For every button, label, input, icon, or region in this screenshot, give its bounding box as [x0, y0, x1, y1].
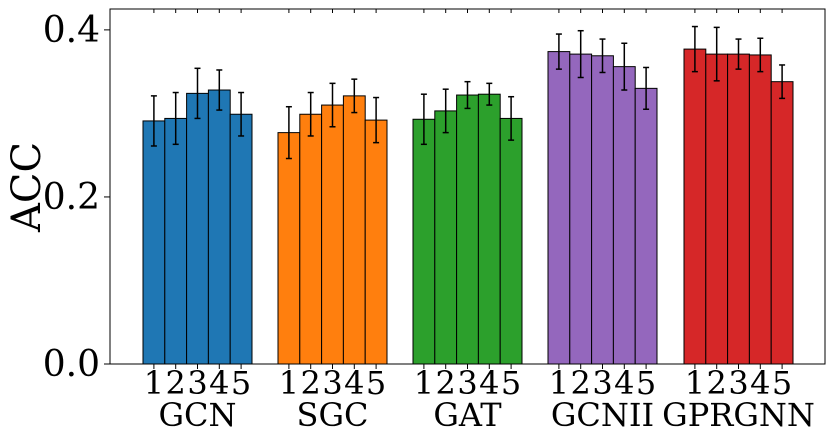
- x-sub-label-gat-1: 1: [414, 364, 434, 402]
- x-sub-label-gprgnn-4: 4: [750, 364, 770, 402]
- group-label-sgc: SGC: [297, 396, 369, 434]
- bar-gcn-5: [229, 113, 253, 365]
- bar-sgc-1: [277, 132, 301, 365]
- bar-gcnii-1: [547, 51, 571, 365]
- bar-gat-2: [434, 110, 458, 365]
- x-sub-label-sgc-2: 2: [301, 364, 321, 402]
- bar-sgc-2: [299, 113, 323, 365]
- bar-gprgnn-1: [683, 48, 707, 365]
- x-sub-label-sgc-3: 3: [322, 364, 342, 402]
- bar-gat-3: [456, 94, 479, 365]
- bar-gat-1: [412, 118, 436, 365]
- bar-sgc-3: [321, 104, 344, 365]
- x-sub-label-gcn-5: 5: [231, 364, 251, 402]
- x-sub-label-gcn-4: 4: [209, 364, 229, 402]
- bar-sgc-4: [342, 95, 366, 365]
- bar-gprgnn-5: [770, 81, 794, 365]
- x-sub-label-gat-5: 5: [501, 364, 521, 402]
- bar-gprgnn-3: [727, 53, 750, 365]
- bar-gcn-2: [164, 117, 188, 365]
- x-sub-label-gcn-2: 2: [166, 364, 186, 402]
- x-sub-label-gat-2: 2: [436, 364, 456, 402]
- group-label-gprgnn: GPRGNN: [662, 396, 815, 434]
- x-sub-label-gcnii-4: 4: [614, 364, 634, 402]
- x-sub-label-gcnii-5: 5: [636, 364, 656, 402]
- ticks-layer: [104, 9, 783, 369]
- x-sub-label-gprgnn-1: 1: [685, 364, 705, 402]
- error-bars-layer: [150, 25, 786, 160]
- x-sub-label-gprgnn-2: 2: [707, 364, 727, 402]
- x-sub-label-gat-4: 4: [479, 364, 499, 402]
- bar-gprgnn-2: [705, 53, 729, 365]
- x-sub-label-gprgnn-3: 3: [728, 364, 748, 402]
- x-sub-label-gcn-1: 1: [144, 364, 164, 402]
- y-axis-label: ACC: [4, 142, 50, 233]
- x-sub-label-gprgnn-5: 5: [772, 364, 792, 402]
- x-sub-label-gcn-3: 3: [187, 364, 207, 402]
- x-sub-label-sgc-1: 1: [279, 364, 299, 402]
- x-sub-label-gcnii-1: 1: [549, 364, 569, 402]
- group-label-gcnii: GCNII: [551, 396, 654, 434]
- x-sub-label-sgc-4: 4: [344, 364, 364, 402]
- bar-sgc-5: [364, 119, 388, 365]
- bar-gcn-1: [142, 120, 166, 365]
- x-sub-label-sgc-5: 5: [366, 364, 386, 402]
- y-tick-label: 0.2: [43, 177, 100, 218]
- bar-gcn-4: [207, 89, 231, 365]
- bar-gat-4: [477, 93, 501, 365]
- x-sub-label-gcnii-3: 3: [592, 364, 612, 402]
- group-label-gcn: GCN: [158, 396, 236, 434]
- bar-gcnii-3: [591, 55, 614, 365]
- y-tick-label: 0.4: [43, 10, 100, 51]
- bars-layer: [142, 48, 794, 365]
- y-tick-label: 0.0: [43, 344, 100, 385]
- x-sub-label-gat-3: 3: [457, 364, 477, 402]
- group-label-gat: GAT: [433, 396, 502, 434]
- bar-gcn-3: [186, 92, 209, 365]
- bar-gcnii-5: [634, 87, 658, 365]
- bar-gat-5: [499, 117, 523, 365]
- bar-gprgnn-4: [748, 54, 772, 365]
- bar-gcnii-4: [612, 66, 636, 365]
- x-sub-label-gcnii-2: 2: [571, 364, 591, 402]
- bar-gcnii-2: [569, 53, 593, 365]
